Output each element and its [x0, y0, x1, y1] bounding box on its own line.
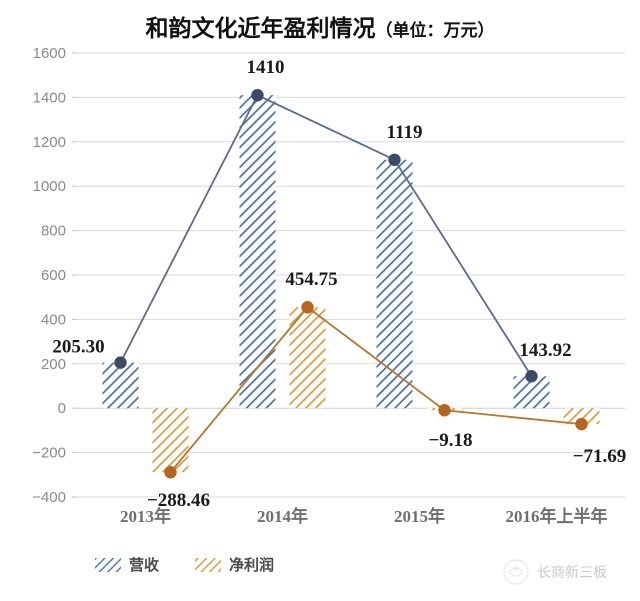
x-category-label: 2013年 — [120, 506, 171, 526]
y-tick-label: 400 — [41, 311, 66, 328]
data-point-marker — [251, 88, 264, 102]
bar-revenue — [102, 362, 139, 409]
y-tick-label: 1400 — [33, 89, 66, 106]
y-tick-label: −200 — [32, 445, 66, 462]
data-point-marker — [388, 153, 401, 166]
data-point-marker — [575, 417, 588, 431]
y-axis-tick-labels: 1600 1400 1200 1000 800 600 400 200 0 −200 −400 — [32, 45, 66, 506]
legend-swatch — [195, 558, 221, 572]
legend-swatch — [95, 558, 121, 572]
data-label: 1410 — [247, 57, 285, 78]
watermark: 长商新三板 — [503, 559, 607, 585]
x-category-label: 2014年 — [257, 506, 308, 526]
line-profit — [169, 306, 582, 473]
bar-revenue — [239, 95, 276, 409]
legend: 营收 净利润 — [95, 556, 274, 574]
legend-label: 净利润 — [229, 556, 274, 574]
y-tick-label: 200 — [41, 356, 66, 373]
data-label: −71.69 — [573, 446, 627, 467]
x-category-label: 2015年 — [394, 506, 445, 526]
data-label: 143.92 — [519, 340, 571, 361]
series-markers-group — [114, 88, 588, 479]
chart-title: 和韵文化近年盈利情况（单位：万元） — [0, 9, 640, 43]
circle-logo-icon — [503, 559, 529, 585]
y-tick-label: 0 — [58, 400, 66, 417]
data-point-marker — [525, 370, 538, 383]
data-label: −9.18 — [428, 430, 472, 451]
y-tick-label: 1200 — [33, 134, 66, 151]
data-labels-group: 205.30 1410 1119 143.92 −288.46 454.75 −9.18 −7… — [52, 57, 626, 511]
bars-group — [102, 95, 600, 473]
bar-profit — [289, 307, 326, 409]
data-point-marker — [114, 356, 127, 369]
chart-title-unit: （单位：万元） — [375, 21, 495, 40]
line-revenue — [119, 93, 533, 377]
x-category-label: 2016年上半年 — [506, 506, 608, 526]
data-label: 205.30 — [52, 337, 104, 358]
y-tick-label: 600 — [41, 267, 66, 284]
x-axis-category-labels: 2013年 2014年 2015年 2016年上半年 — [120, 506, 608, 526]
data-label: 454.75 — [285, 269, 337, 290]
y-tick-label: 1000 — [33, 178, 66, 195]
data-point-marker — [164, 466, 177, 479]
bar-revenue — [376, 159, 413, 409]
y-tick-label: 1600 — [33, 45, 66, 62]
series-lines-group — [119, 93, 582, 473]
data-label: −288.46 — [147, 490, 210, 511]
bar-profit — [152, 408, 189, 473]
data-point-marker — [438, 404, 451, 417]
chart-title-main: 和韵文化近年盈利情况 — [145, 16, 376, 41]
y-tick-label: 800 — [41, 223, 66, 240]
bar-profit — [563, 408, 600, 425]
watermark-text: 长商新三板 — [537, 564, 607, 580]
data-label: 1119 — [387, 122, 423, 143]
data-point-marker — [301, 301, 314, 314]
y-tick-label: −400 — [32, 489, 66, 506]
legend-label: 营收 — [129, 556, 159, 574]
